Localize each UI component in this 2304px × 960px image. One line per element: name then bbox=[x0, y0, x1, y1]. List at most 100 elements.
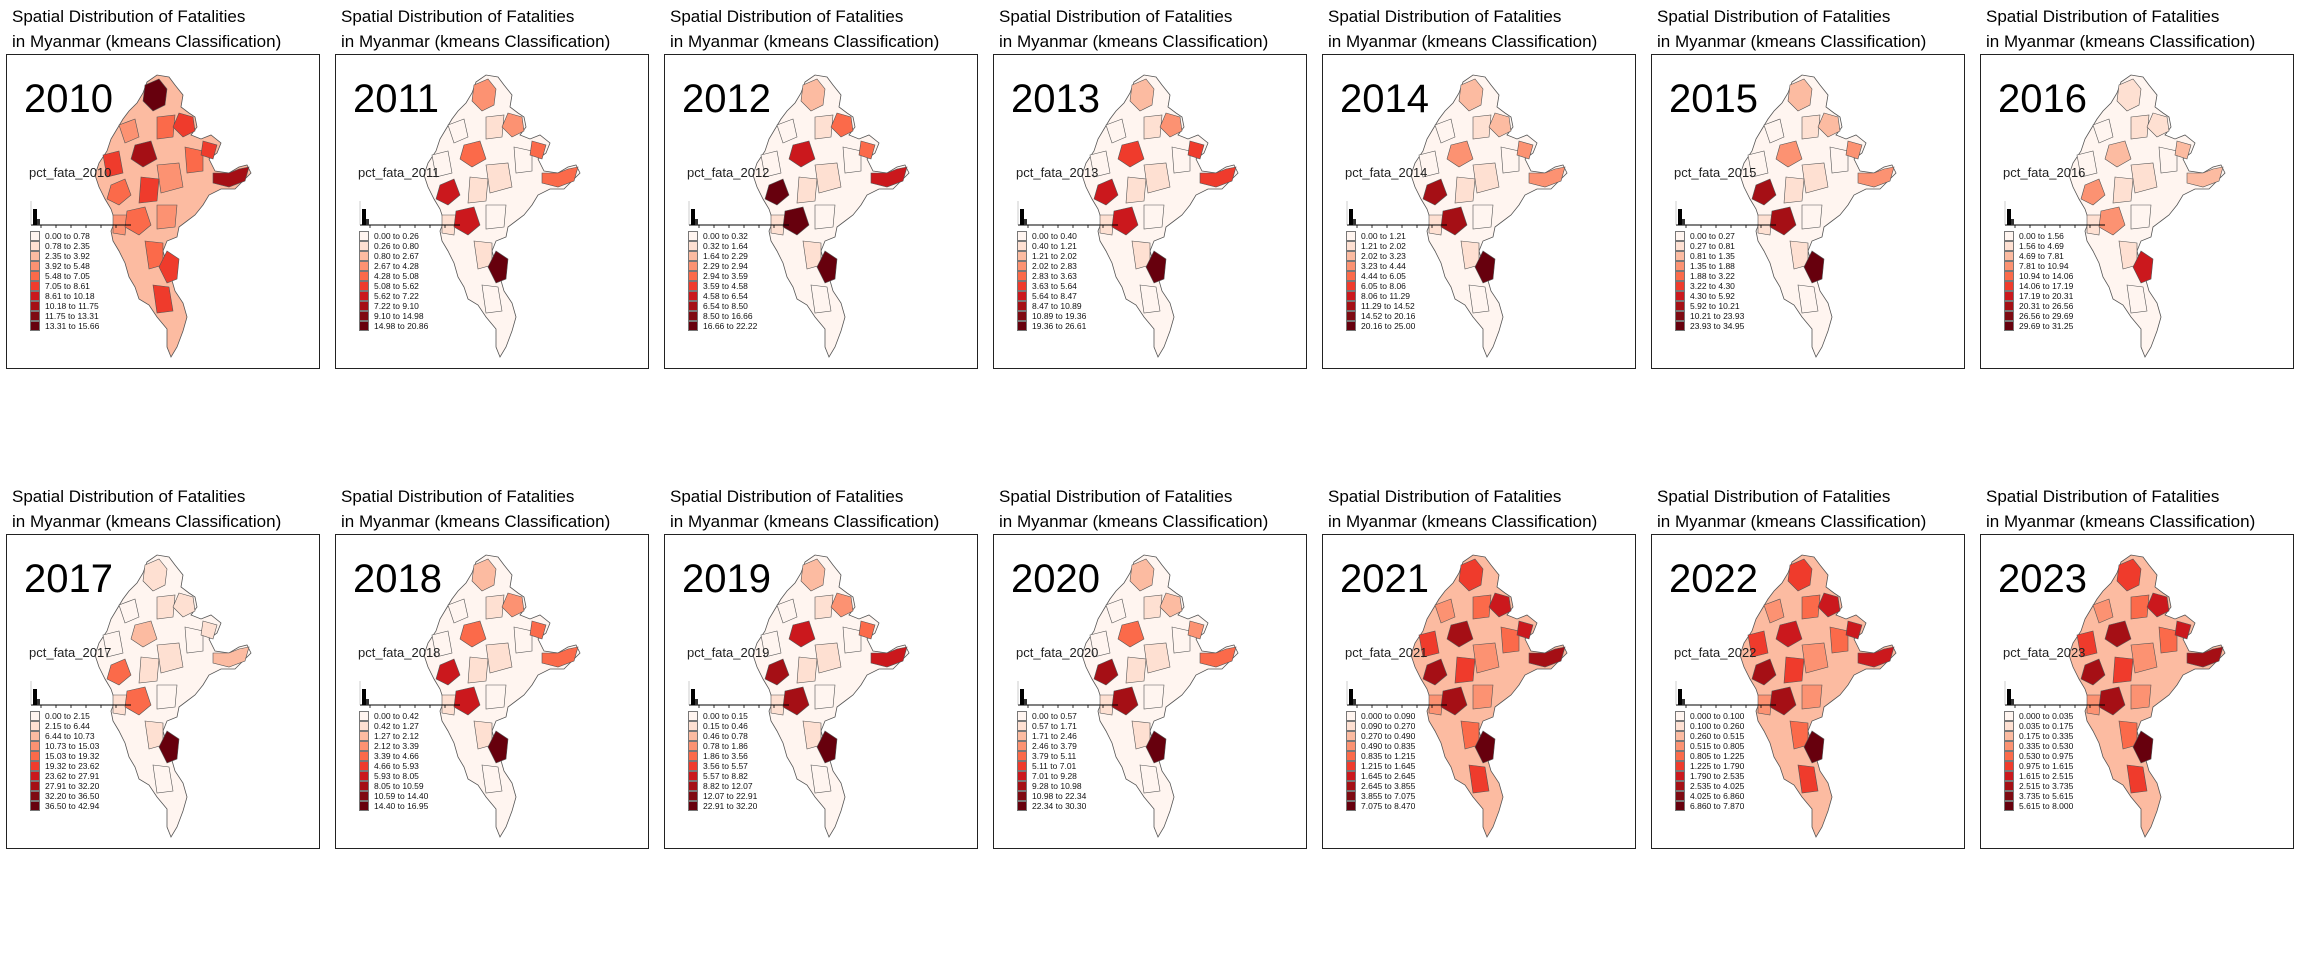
region-polygon bbox=[156, 162, 184, 194]
map-panel-2020: Spatial Distribution of Fatalities in Mya… bbox=[987, 480, 1307, 864]
region-polygon bbox=[1458, 558, 1484, 592]
legend-swatch bbox=[30, 291, 40, 301]
legend-entry: 26.56 to 29.69 bbox=[2004, 311, 2073, 321]
legend-entry: 12.07 to 22.91 bbox=[688, 791, 757, 801]
legend-entry: 19.32 to 23.62 bbox=[30, 761, 99, 771]
legend-label: 6.54 to 8.50 bbox=[703, 301, 748, 311]
region-polygon bbox=[1474, 250, 1496, 284]
legend-entry: 10.73 to 15.03 bbox=[30, 741, 99, 751]
legend-entry: 14.40 to 16.95 bbox=[359, 801, 428, 811]
legend-label: 2.94 to 3.59 bbox=[703, 271, 748, 281]
legend-swatch bbox=[688, 721, 698, 731]
legend-label: 1.21 to 2.02 bbox=[1361, 241, 1406, 251]
legend-entry: 0.000 to 0.100 bbox=[1675, 711, 1744, 721]
legend-entry: 7.81 to 10.94 bbox=[2004, 261, 2073, 271]
legend: 0.00 to 0.32 0.32 to 1.64 1.64 to 2.29 2.29… bbox=[688, 231, 757, 331]
legend-variable-name: pct_fata_2012 bbox=[687, 165, 770, 180]
legend-entry: 0.00 to 1.56 bbox=[2004, 231, 2073, 241]
region-polygon bbox=[2130, 642, 2158, 674]
legend-swatch bbox=[30, 301, 40, 311]
legend-swatch bbox=[30, 801, 40, 811]
legend-swatch bbox=[1675, 281, 1685, 291]
legend-label: 0.975 to 1.615 bbox=[2019, 761, 2074, 771]
legend-label: 11.75 to 13.31 bbox=[45, 311, 99, 321]
legend-swatch bbox=[1017, 731, 1027, 741]
legend-label: 1.225 to 1.790 bbox=[1690, 761, 1745, 771]
panel-title: Spatial Distribution of Fatalities in Mya… bbox=[1328, 484, 1597, 534]
legend-swatch bbox=[2004, 231, 2014, 241]
myanmar-choropleth bbox=[752, 554, 910, 838]
legend-label: 0.78 to 1.86 bbox=[703, 741, 748, 751]
region-polygon bbox=[1769, 206, 1797, 236]
legend-swatch bbox=[688, 231, 698, 241]
legend-label: 1.645 to 2.645 bbox=[1361, 771, 1416, 781]
legend-label: 0.57 to 1.71 bbox=[1032, 721, 1077, 731]
legend-swatch bbox=[1346, 751, 1356, 761]
region-polygon bbox=[1422, 178, 1448, 206]
region-polygon bbox=[1801, 162, 1829, 194]
region-polygon bbox=[459, 140, 487, 168]
legend-label: 14.98 to 20.86 bbox=[374, 321, 429, 331]
region-polygon bbox=[485, 684, 507, 710]
region-polygon bbox=[453, 206, 481, 236]
year-label: 2010 bbox=[24, 77, 113, 121]
legend-entry: 2.535 to 4.025 bbox=[1675, 781, 1744, 791]
legend-entry: 5.62 to 7.22 bbox=[359, 291, 428, 301]
legend-label: 0.26 to 0.80 bbox=[374, 241, 419, 251]
region-polygon bbox=[2158, 626, 2178, 654]
panel-title: Spatial Distribution of Fatalities in Mya… bbox=[1986, 484, 2255, 534]
region-polygon bbox=[1857, 646, 1895, 668]
region-polygon bbox=[2186, 166, 2224, 188]
legend-label: 8.50 to 16.66 bbox=[703, 311, 753, 321]
legend-label: 3.56 to 5.57 bbox=[703, 761, 748, 771]
legend-histogram bbox=[2004, 681, 2105, 708]
region-polygon bbox=[200, 140, 218, 160]
legend-label: 32.20 to 36.50 bbox=[45, 791, 100, 801]
region-polygon bbox=[1187, 620, 1205, 640]
region-polygon bbox=[1472, 162, 1500, 194]
region-polygon bbox=[1747, 150, 1769, 178]
legend-swatch bbox=[1017, 801, 1027, 811]
region-polygon bbox=[1747, 630, 1769, 658]
legend-swatch bbox=[359, 751, 369, 761]
legend-swatch bbox=[2004, 771, 2014, 781]
legend-label: 0.42 to 1.27 bbox=[374, 721, 419, 731]
region-polygon bbox=[130, 140, 158, 168]
region-polygon bbox=[782, 206, 810, 236]
legend-entry: 5.08 to 5.62 bbox=[359, 281, 428, 291]
region-polygon bbox=[1440, 686, 1468, 716]
region-polygon bbox=[1787, 558, 1813, 592]
legend-histogram bbox=[359, 201, 460, 228]
legend-swatch bbox=[359, 291, 369, 301]
legend-entry: 4.69 to 7.81 bbox=[2004, 251, 2073, 261]
panel-title: Spatial Distribution of Fatalities in Mya… bbox=[341, 484, 610, 534]
legend-entry: 1.86 to 3.56 bbox=[688, 751, 757, 761]
legend-entry: 5.11 to 7.01 bbox=[1017, 761, 1086, 771]
region-polygon bbox=[1829, 626, 1849, 654]
legend-label: 5.615 to 8.000 bbox=[2019, 801, 2074, 811]
region-polygon bbox=[776, 118, 798, 144]
legend-label: 3.855 to 7.075 bbox=[1361, 791, 1416, 801]
legend-entry: 2.15 to 6.44 bbox=[30, 721, 99, 731]
legend-swatch bbox=[1675, 801, 1685, 811]
legend-label: 0.260 to 0.515 bbox=[1690, 731, 1745, 741]
region-polygon bbox=[501, 112, 525, 138]
legend: 0.00 to 1.56 1.56 to 4.69 4.69 to 7.81 7.81… bbox=[2004, 231, 2073, 331]
region-polygon bbox=[1751, 658, 1777, 686]
panel-title-line1: Spatial Distribution of Fatalities bbox=[1657, 7, 1891, 26]
region-polygon bbox=[106, 658, 132, 686]
legend-label: 0.00 to 1.21 bbox=[1361, 231, 1406, 241]
legend: 0.000 to 0.090 0.090 to 0.270 0.270 to 0.4… bbox=[1346, 711, 1415, 811]
region-polygon bbox=[1111, 206, 1139, 236]
legend-label: 14.40 to 16.95 bbox=[374, 801, 429, 811]
legend-label: 20.31 to 26.56 bbox=[2019, 301, 2074, 311]
year-label: 2014 bbox=[1340, 77, 1429, 121]
region-polygon bbox=[1143, 162, 1171, 194]
legend-entry: 4.58 to 6.54 bbox=[688, 291, 757, 301]
legend-swatch bbox=[1017, 281, 1027, 291]
legend-swatch bbox=[1017, 771, 1027, 781]
legend-entry: 14.52 to 20.16 bbox=[1346, 311, 1415, 321]
legend-entry: 2.515 to 3.735 bbox=[2004, 781, 2073, 791]
region-polygon bbox=[1159, 592, 1183, 618]
panel-title-line2: in Myanmar (kmeans Classification) bbox=[12, 32, 282, 51]
